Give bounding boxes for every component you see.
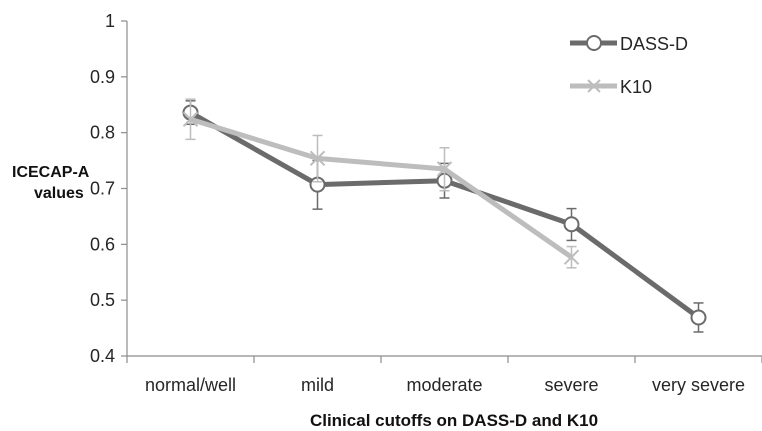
y-tick-label: 0.4 [90, 346, 115, 366]
x-tick-label: moderate [406, 375, 482, 395]
y-tick-label: 0.9 [90, 67, 115, 87]
axes: 0.4 0.5 0.6 0.7 0.8 0.9 1 normal/well mild moder… [90, 11, 762, 395]
data-point-circle [690, 309, 707, 326]
legend: DASS-D K10 [570, 34, 688, 97]
plot-area [182, 98, 707, 333]
data-point-circle [563, 216, 580, 233]
data-point-x [182, 111, 199, 127]
y-tick-label: 0.8 [90, 123, 115, 143]
x-tick-label: very severe [652, 375, 745, 395]
y-tick-label: 1 [105, 11, 115, 31]
legend-label-k10: K10 [620, 77, 652, 97]
data-point-x-stroke [182, 111, 199, 127]
data-point-x [309, 150, 326, 167]
data-point-x-stroke [436, 161, 453, 177]
y-tick-label: 0.7 [90, 179, 115, 199]
x-axis-title: Clinical cutoffs on DASS-D and K10 [310, 411, 598, 430]
y-axis-title-line-1: ICECAP-A [12, 164, 90, 181]
x-ticks: normal/well mild moderate severe very severe [126, 356, 762, 395]
y-ticks: 0.4 0.5 0.6 0.7 0.8 0.9 1 [90, 11, 127, 366]
legend-item-dass-d: DASS-D [570, 34, 688, 54]
data-point-x [436, 161, 453, 177]
data-point-x [563, 249, 580, 265]
legend-marker-k10 [587, 79, 601, 93]
series-k10 [182, 98, 580, 269]
x-tick-label: normal/well [145, 375, 236, 395]
series-line [189, 116, 573, 260]
legend-label-dass-d: DASS-D [620, 34, 688, 54]
y-tick-label: 0.6 [90, 234, 115, 254]
y-axis-title-line-2: values [34, 185, 84, 202]
y-tick-label: 0.5 [90, 290, 115, 310]
data-point-x-stroke [563, 249, 580, 265]
x-tick-label: mild [301, 375, 334, 395]
legend-marker-dass-d [586, 35, 602, 51]
data-point-x-stroke [309, 150, 326, 167]
x-tick-label: severe [544, 375, 598, 395]
legend-item-k10: K10 [570, 77, 652, 97]
series-dass-d [182, 100, 707, 333]
